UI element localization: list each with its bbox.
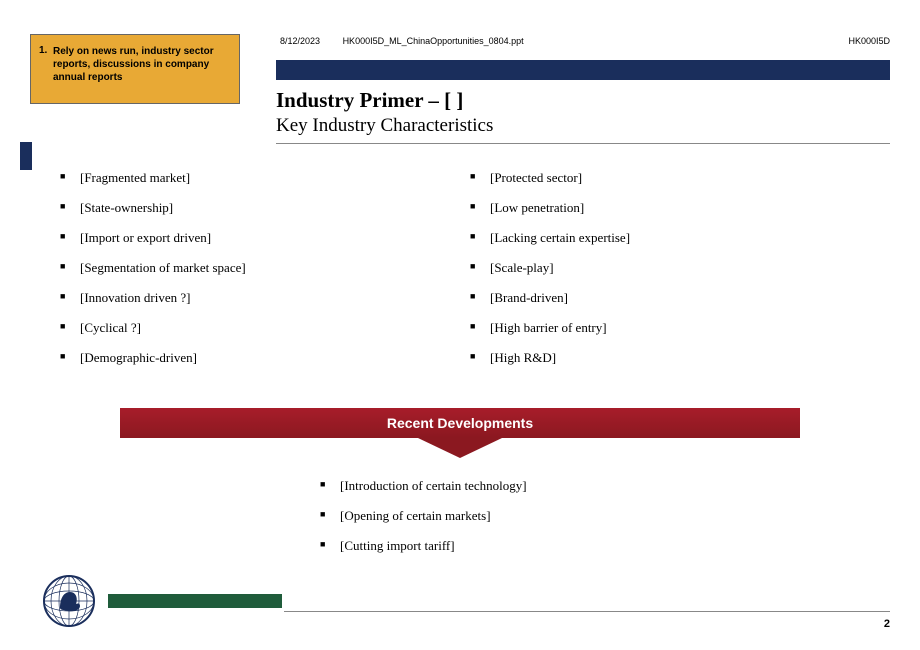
side-tab [20,142,32,170]
list-item: [Protected sector] [470,170,880,186]
developments-list: [Introduction of certain technology] [Op… [320,478,527,568]
header-filename: HK000I5D_ML_ChinaOpportunities_0804.ppt [343,36,524,46]
characteristics-columns: [Fragmented market] [State-ownership] [I… [60,170,880,380]
header-bar [276,60,890,80]
developments-banner: Recent Developments [120,408,800,458]
list-item: [Cyclical ?] [60,320,470,336]
banner-label: Recent Developments [120,408,800,438]
company-logo-icon [42,574,96,628]
footer-accent-bar [108,594,282,608]
list-item: [High barrier of entry] [470,320,880,336]
right-column: [Protected sector] [Low penetration] [La… [470,170,880,380]
left-column: [Fragmented market] [State-ownership] [I… [60,170,470,380]
slide-title: Industry Primer – [ ] [276,88,890,113]
list-item: [Segmentation of market space] [60,260,470,276]
header-meta: 8/12/2023 HK000I5D_ML_ChinaOpportunities… [280,36,524,46]
list-item: [Low penetration] [470,200,880,216]
list-item: [High R&D] [470,350,880,366]
list-item: [Innovation driven ?] [60,290,470,306]
title-block: Industry Primer – [ ] Key Industry Chara… [276,88,890,144]
callout-text: Rely on news run, industry sector report… [53,45,231,84]
left-list: [Fragmented market] [State-ownership] [I… [60,170,470,366]
callout-note: 1. Rely on news run, industry sector rep… [30,34,240,104]
list-item: [Opening of certain markets] [320,508,527,524]
right-list: [Protected sector] [Low penetration] [La… [470,170,880,366]
page-number: 2 [884,618,890,630]
slide-subtitle: Key Industry Characteristics [276,115,890,137]
list-item: [Scale-play] [470,260,880,276]
list-item: [Brand-driven] [470,290,880,306]
list-item: [Cutting import tariff] [320,538,527,554]
banner-arrow-icon [418,438,502,458]
footer-rule [284,611,890,612]
callout-number: 1. [39,45,53,56]
list-item: [Fragmented market] [60,170,470,186]
list-item: [Lacking certain expertise] [470,230,880,246]
list-item: [Import or export driven] [60,230,470,246]
list-item: [Introduction of certain technology] [320,478,527,494]
header-date: 8/12/2023 [280,36,320,46]
list-item: [State-ownership] [60,200,470,216]
list-item: [Demographic-driven] [60,350,470,366]
header-code: HK000I5D [848,36,890,46]
title-rule [276,143,890,144]
